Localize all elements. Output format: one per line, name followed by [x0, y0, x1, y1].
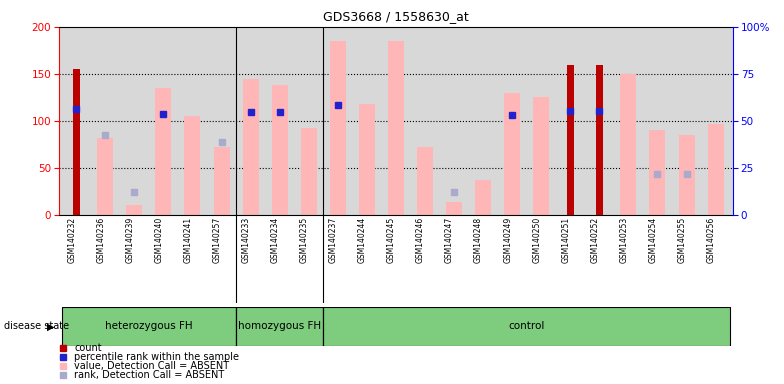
Bar	[323, 307, 730, 346]
Text: GSM140232: GSM140232	[67, 217, 76, 263]
Text: count: count	[74, 343, 102, 353]
Text: GSM140239: GSM140239	[125, 217, 134, 263]
Bar	[126, 205, 143, 215]
Text: ▶: ▶	[47, 321, 55, 331]
Bar	[213, 147, 230, 215]
Bar	[708, 124, 724, 215]
Text: GSM140236: GSM140236	[96, 217, 105, 263]
Bar	[155, 88, 172, 215]
Text: GSM140255: GSM140255	[677, 217, 687, 263]
Text: GSM140247: GSM140247	[445, 217, 454, 263]
Text: GSM140235: GSM140235	[299, 217, 309, 263]
Bar	[242, 79, 259, 215]
Text: GSM140249: GSM140249	[503, 217, 512, 263]
Bar	[649, 131, 666, 215]
Bar	[272, 85, 288, 215]
Bar	[620, 74, 637, 215]
Text: GSM140245: GSM140245	[387, 217, 396, 263]
Bar	[388, 41, 404, 215]
Text: GDS3668 / 1558630_at: GDS3668 / 1558630_at	[323, 10, 469, 23]
Bar	[73, 69, 80, 215]
Text: GSM140251: GSM140251	[561, 217, 570, 263]
Text: GSM140254: GSM140254	[648, 217, 658, 263]
Bar	[504, 93, 520, 215]
Text: GSM140252: GSM140252	[590, 217, 599, 263]
Text: GSM140246: GSM140246	[416, 217, 425, 263]
Bar	[236, 307, 323, 346]
Bar	[446, 202, 462, 215]
Bar	[301, 129, 317, 215]
Text: rank, Detection Call = ABSENT: rank, Detection Call = ABSENT	[74, 370, 225, 380]
Bar	[533, 98, 550, 215]
Text: homozygous FH: homozygous FH	[238, 321, 321, 331]
Text: GSM140248: GSM140248	[474, 217, 483, 263]
Text: heterozygous FH: heterozygous FH	[105, 321, 193, 331]
Bar	[330, 41, 346, 215]
Text: GSM140234: GSM140234	[270, 217, 280, 263]
Text: GSM140257: GSM140257	[212, 217, 222, 263]
Text: GSM140250: GSM140250	[532, 217, 541, 263]
Text: disease state: disease state	[4, 321, 69, 331]
Text: GSM140253: GSM140253	[619, 217, 629, 263]
Bar	[62, 307, 236, 346]
Bar	[359, 104, 375, 215]
Bar	[97, 138, 114, 215]
Text: percentile rank within the sample: percentile rank within the sample	[74, 352, 239, 362]
Text: control: control	[509, 321, 545, 331]
Text: GSM140241: GSM140241	[183, 217, 193, 263]
Text: GSM140244: GSM140244	[358, 217, 367, 263]
Text: GSM140256: GSM140256	[706, 217, 716, 263]
Bar	[567, 65, 574, 215]
Bar	[417, 147, 433, 215]
Bar	[596, 65, 603, 215]
Text: GSM140233: GSM140233	[241, 217, 251, 263]
Text: GSM140240: GSM140240	[154, 217, 163, 263]
Text: value, Detection Call = ABSENT: value, Detection Call = ABSENT	[74, 361, 230, 371]
Bar	[184, 116, 201, 215]
Bar	[475, 180, 491, 215]
Text: GSM140237: GSM140237	[328, 217, 338, 263]
Bar	[678, 135, 695, 215]
